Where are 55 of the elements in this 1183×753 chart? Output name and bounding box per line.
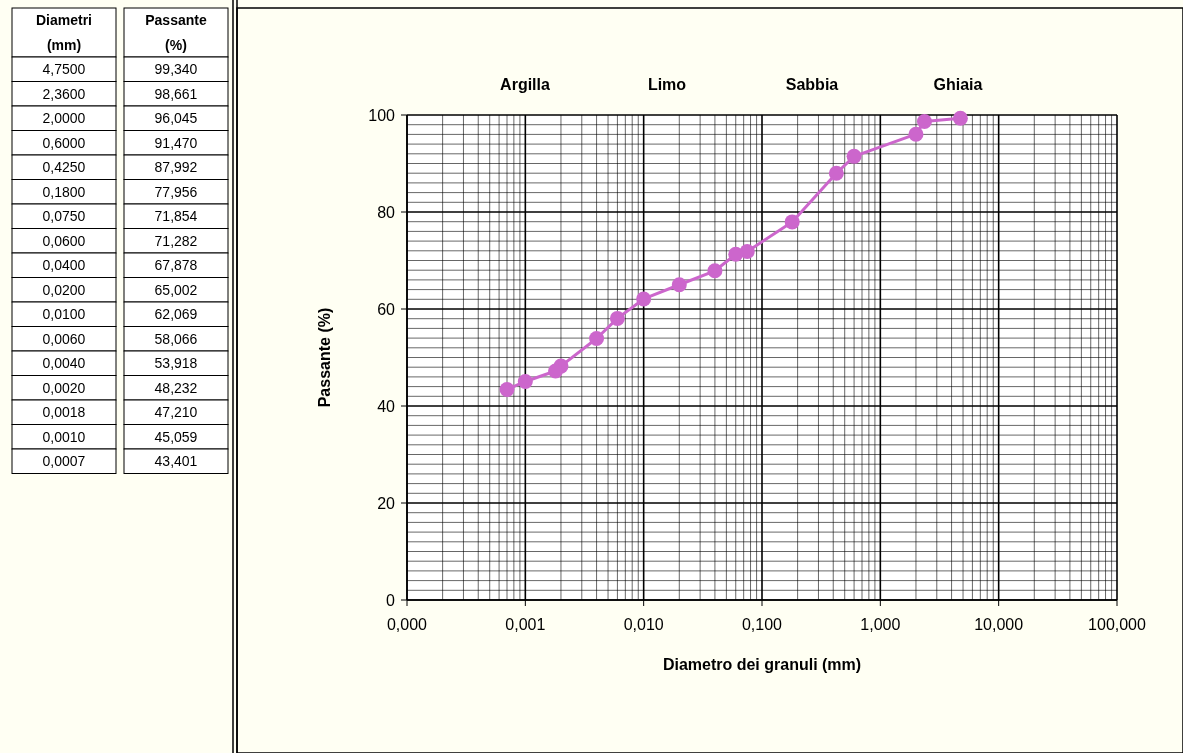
text: 65,002 xyxy=(154,281,198,298)
text: 47,210 xyxy=(154,404,198,420)
y-tick-label: 60 xyxy=(377,301,396,318)
category-label: 0,0007 xyxy=(42,453,86,469)
text: 67,878 xyxy=(154,257,198,273)
category-label: 4,7500 xyxy=(42,61,86,77)
category-label: 2,0000 xyxy=(42,110,86,126)
category-label: 0,0750 xyxy=(42,208,86,224)
category-label: 0,0060 xyxy=(42,330,86,347)
x-tick-label: 0,001 xyxy=(505,616,546,633)
y-axis-title: Passante (%) xyxy=(316,307,333,408)
category-label: 0,0040 xyxy=(42,355,86,371)
text: Passante (%) xyxy=(145,12,207,53)
text: 58,066 xyxy=(154,330,198,347)
text: 62,069 xyxy=(154,306,198,322)
category-label: 0,0018 xyxy=(42,404,86,420)
x-axis-title: Diametro dei granuli (mm) xyxy=(662,656,862,673)
category-label: 0,6000 xyxy=(42,134,86,151)
text: 71,282 xyxy=(154,232,198,249)
text: Diametri (mm) xyxy=(35,12,93,53)
text: 99,340 xyxy=(154,61,198,77)
text: 71,854 xyxy=(154,208,198,224)
text: 53,918 xyxy=(154,355,198,371)
category-label: 0,0100 xyxy=(42,306,86,322)
text: 48,232 xyxy=(154,379,198,396)
category-label: 0,4250 xyxy=(42,159,86,175)
text: 98,661 xyxy=(154,85,198,102)
text: Sabbia xyxy=(785,76,839,93)
text: 77,956 xyxy=(154,183,198,200)
text: 45,059 xyxy=(154,428,198,445)
x-tick-label: 100,000 xyxy=(1088,616,1147,633)
text: 87,992 xyxy=(154,159,198,175)
text: 96,045 xyxy=(154,110,198,126)
text: Ghiaia xyxy=(933,76,983,93)
category-label: 0,1800 xyxy=(42,183,86,200)
y-tick-label: 80 xyxy=(377,204,396,221)
category-label: 0,0600 xyxy=(42,232,86,249)
y-tick-label: 20 xyxy=(377,495,396,512)
x-tick-label: 10,000 xyxy=(974,616,1024,633)
text: 43,401 xyxy=(154,453,198,469)
x-tick-label: 0,000 xyxy=(386,616,428,633)
category-label: 0,0010 xyxy=(42,428,86,445)
y-tick-label: 100 xyxy=(368,107,396,124)
x-tick-label: 1,000 xyxy=(860,616,901,633)
y-tick-label: 0 xyxy=(386,592,396,609)
text: Argilla xyxy=(500,76,550,93)
y-tick-label: 40 xyxy=(377,398,396,415)
category-label: 0,0020 xyxy=(42,379,86,396)
category-label: 2,3600 xyxy=(42,85,86,102)
category-label: 0,0400 xyxy=(42,257,86,273)
x-tick-label: 0,010 xyxy=(623,616,664,633)
text: Limo xyxy=(647,76,687,93)
text: 91,470 xyxy=(154,134,198,151)
category-label: 0,0200 xyxy=(42,281,86,298)
x-tick-label: 0,100 xyxy=(741,616,783,633)
